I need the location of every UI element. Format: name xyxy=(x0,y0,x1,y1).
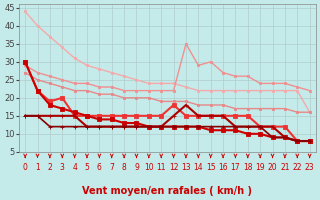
X-axis label: Vent moyen/en rafales ( km/h ): Vent moyen/en rafales ( km/h ) xyxy=(82,186,252,196)
